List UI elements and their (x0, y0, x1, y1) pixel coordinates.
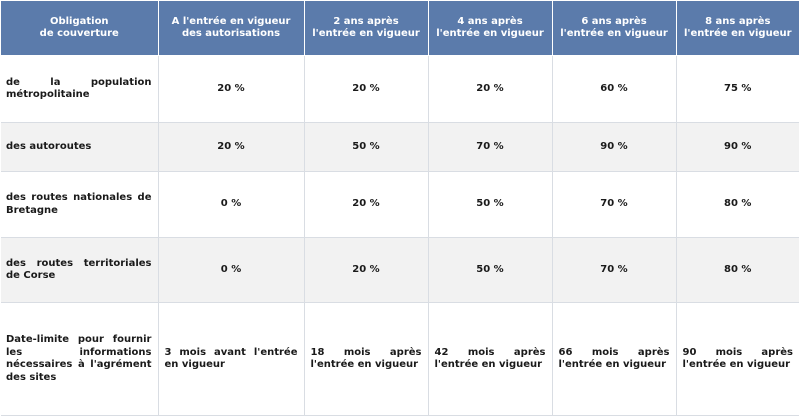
header-8-years: 8 ans après l'entrée en vigueur (676, 1, 799, 56)
header-obligation: Obligation de couverture (1, 1, 159, 56)
row-label: des autoroutes (1, 122, 159, 172)
row-label: des routes nationales de Bretagne (1, 171, 159, 238)
table-row: de la population métropolitaine 20 % 20 … (1, 55, 799, 123)
header-4-years: 4 ans après l'entrée en vigueur (428, 1, 553, 56)
table-cell: 18 mois après l'entrée en vigueur (304, 302, 429, 416)
header-entry-into-force: A l'entrée en vigueur des autorisations (158, 1, 305, 56)
table-cell: 20 % (304, 171, 429, 238)
table-cell: 75 % (676, 55, 799, 123)
table-cell: 20 % (158, 122, 305, 172)
table-cell: 0 % (158, 171, 305, 238)
table-cell: 20 % (158, 55, 305, 123)
header-6-years: 6 ans après l'entrée en vigueur (552, 1, 677, 56)
row-label: des routes territoriales de Corse (1, 237, 159, 303)
table-cell: 90 mois après l'entrée en vigueur (676, 302, 799, 416)
header-2-years: 2 ans après l'entrée en vigueur (304, 1, 429, 56)
table-cell: 50 % (428, 237, 553, 303)
table-row: des routes territoriales de Corse 0 % 20… (1, 237, 799, 303)
table-cell: 42 mois après l'entrée en vigueur (428, 302, 553, 416)
table-cell: 70 % (552, 237, 677, 303)
table-cell: 90 % (552, 122, 677, 172)
row-label: Date-limite pour fournir les information… (1, 302, 159, 416)
table-cell: 80 % (676, 237, 799, 303)
table-cell: 50 % (304, 122, 429, 172)
table-cell: 90 % (676, 122, 799, 172)
header-obligation-line1: Obligation (49, 15, 109, 27)
header-row: Obligation de couverture A l'entrée en vi… (1, 1, 799, 56)
table-row: des routes nationales de Bretagne 0 % 20… (1, 171, 799, 238)
table-cell: 60 % (552, 55, 677, 123)
table-row: Date-limite pour fournir les information… (1, 302, 799, 416)
table-row: des autoroutes 20 % 50 % 70 % 90 % 90 % (1, 122, 799, 172)
table-cell: 50 % (428, 171, 553, 238)
table-cell: 70 % (552, 171, 677, 238)
table-cell: 20 % (428, 55, 553, 123)
header-obligation-line2: de couverture (39, 28, 119, 39)
table-cell: 3 mois avant l'entrée en vigueur (158, 302, 305, 416)
table-cell: 66 mois après l'entrée en vigueur (552, 302, 677, 416)
row-label: de la population métropolitaine (1, 55, 159, 123)
table-cell: 0 % (158, 237, 305, 303)
table-cell: 20 % (304, 55, 429, 123)
table-cell: 80 % (676, 171, 799, 238)
table-cell: 20 % (304, 237, 429, 303)
table-cell: 70 % (428, 122, 553, 172)
